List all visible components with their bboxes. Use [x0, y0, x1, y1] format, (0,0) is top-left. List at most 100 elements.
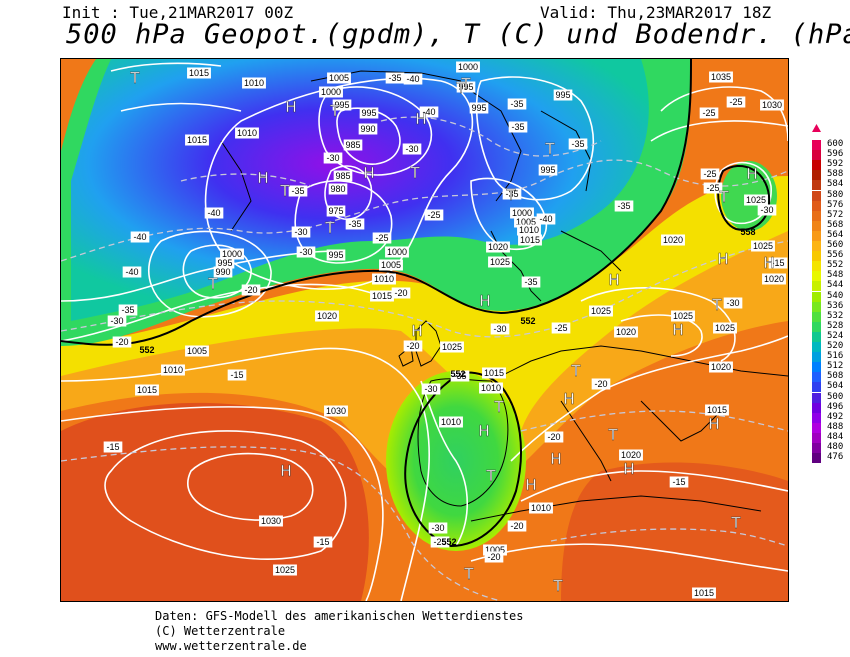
- low-pressure-marker: T: [718, 188, 729, 206]
- scale-swatch: [812, 342, 821, 353]
- low-pressure-marker: T: [129, 69, 140, 87]
- isotherm-label: -25: [726, 96, 746, 108]
- scale-label: 492: [827, 411, 844, 422]
- isobar-label: 990: [358, 123, 378, 135]
- svg-text:-25: -25: [729, 97, 742, 107]
- svg-text:995: 995: [540, 165, 555, 175]
- isobar-label: 1010: [529, 502, 553, 514]
- footer-website-link[interactable]: www.wetterzentrale.de: [155, 639, 307, 653]
- svg-text:1010: 1010: [441, 417, 461, 427]
- svg-text:980: 980: [330, 184, 345, 194]
- isobar-label: 995: [332, 99, 352, 111]
- low-pressure-marker: T: [505, 186, 516, 204]
- svg-text:1035: 1035: [711, 72, 731, 82]
- scale-label: 512: [827, 361, 844, 372]
- svg-text:-35: -35: [524, 277, 537, 287]
- scale-label: 500: [827, 391, 844, 402]
- isotherm-label: -30: [291, 226, 311, 238]
- scale-label: 544: [827, 280, 844, 291]
- svg-text:1015: 1015: [189, 68, 209, 78]
- svg-text:1025: 1025: [591, 306, 611, 316]
- isobar-label: 995: [215, 257, 235, 269]
- svg-text:-20: -20: [510, 521, 523, 531]
- isotherm-label: -30: [428, 522, 448, 534]
- svg-text:1015: 1015: [484, 368, 504, 378]
- svg-text:1025: 1025: [715, 323, 735, 333]
- svg-text:1005: 1005: [516, 217, 536, 227]
- scale-label: 520: [827, 341, 844, 351]
- svg-text:-30: -30: [424, 384, 437, 394]
- svg-text:1020: 1020: [317, 311, 337, 321]
- scale-swatch: [812, 301, 821, 312]
- isobar-label: 1015: [482, 367, 506, 379]
- isobar-label: 1020: [709, 361, 733, 373]
- scale-label: 560: [827, 240, 844, 250]
- svg-text:-35: -35: [453, 371, 466, 381]
- isotherm-label: -25: [703, 182, 723, 194]
- scale-label: 548: [827, 270, 844, 281]
- southeast-warm-region: [561, 462, 788, 601]
- isobar-label: 1030: [760, 99, 784, 111]
- scale-swatch: [812, 140, 821, 151]
- isotherm-label: -25: [551, 322, 571, 334]
- svg-text:995: 995: [334, 100, 349, 110]
- isobar-label: 1020: [486, 241, 510, 253]
- svg-text:1015: 1015: [694, 588, 714, 598]
- scale-label: 480: [827, 442, 844, 452]
- svg-text:-30: -30: [493, 324, 506, 334]
- isobar-label: 995: [538, 164, 558, 176]
- svg-text:-40: -40: [422, 107, 435, 117]
- isobar-label: 1000: [220, 248, 244, 260]
- low-pressure-marker: T: [329, 102, 340, 120]
- isobar-label: 1005: [514, 216, 538, 228]
- isobar-label: 1025: [273, 564, 297, 576]
- scale-swatch: [812, 392, 821, 403]
- isotherm-label: -25: [424, 209, 444, 221]
- isobar-label: 1000: [456, 61, 480, 73]
- scale-label: 540: [827, 290, 844, 301]
- isotherm-label: -40: [536, 213, 556, 225]
- svg-text:-35: -35: [511, 122, 524, 132]
- scale-swatch: [812, 271, 821, 282]
- svg-text:975: 975: [328, 206, 343, 216]
- svg-text:-15: -15: [672, 477, 685, 487]
- isobar-label: 1025: [440, 341, 464, 353]
- isobar-label: 1020: [762, 273, 786, 285]
- high-pressure-marker: H: [763, 254, 774, 272]
- scale-swatch: [812, 180, 821, 191]
- svg-text:1015: 1015: [137, 385, 157, 395]
- isobar-label: 1020: [619, 449, 643, 461]
- svg-text:-25: -25: [706, 183, 719, 193]
- geopotential-contour-label: 552: [139, 345, 154, 355]
- high-pressure-marker: H: [717, 250, 728, 268]
- high-pressure-marker: H: [525, 476, 536, 494]
- svg-text:1000: 1000: [222, 249, 242, 259]
- scale-swatch: [812, 220, 821, 231]
- low-pressure-marker: T: [279, 182, 290, 200]
- isobar-label: 1015: [518, 234, 542, 246]
- svg-text:1005: 1005: [485, 545, 505, 555]
- scale-swatch: [812, 160, 821, 171]
- isotherm-label: -30: [723, 297, 743, 309]
- svg-text:1005: 1005: [381, 260, 401, 270]
- high-pressure-marker: H: [708, 415, 719, 433]
- svg-text:1030: 1030: [762, 100, 782, 110]
- temperature-labels: -35 -40-40-35-35-35-30-30-35-40-35-30-30-…: [103, 72, 788, 563]
- isobar-label: 1005: [327, 72, 351, 84]
- isobar-label: 990: [213, 266, 233, 278]
- high-pressure-marker: H: [257, 169, 268, 187]
- svg-text:-25: -25: [427, 210, 440, 220]
- svg-text:-25: -25: [375, 233, 388, 243]
- scale-swatch: [812, 210, 821, 221]
- svg-text:-35: -35: [388, 73, 401, 83]
- svg-text:-35: -35: [291, 186, 304, 196]
- svg-text:1030: 1030: [261, 516, 281, 526]
- svg-text:1000: 1000: [387, 247, 407, 257]
- svg-text:1005: 1005: [329, 73, 349, 83]
- scale-label: 504: [827, 381, 844, 392]
- svg-text:-25: -25: [702, 108, 715, 118]
- svg-text:-35: -35: [571, 139, 584, 149]
- scale-swatch: [812, 453, 821, 464]
- low-pressure-marker: T: [455, 79, 466, 97]
- low-pressure-marker: T: [544, 140, 555, 158]
